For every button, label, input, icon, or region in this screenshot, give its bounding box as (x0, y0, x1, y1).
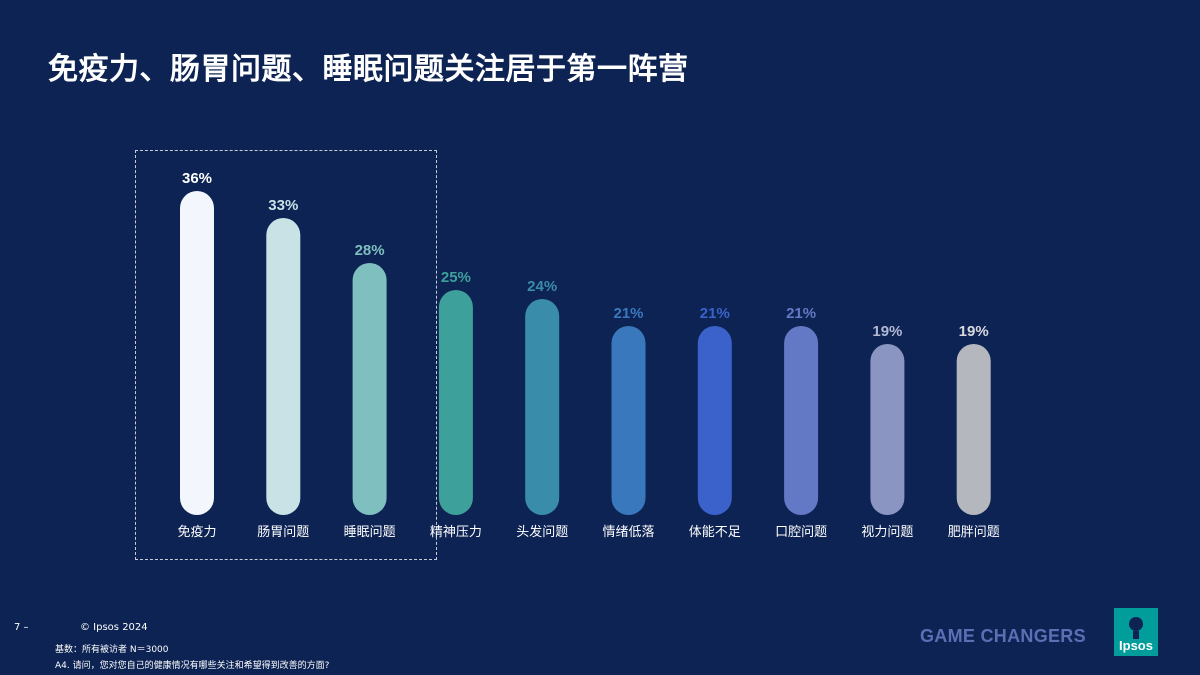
bar-0 (180, 191, 214, 515)
bar-4 (525, 299, 560, 515)
slide-title: 免疫力、肠胃问题、睡眠问题关注居于第一阵营 (48, 52, 689, 87)
category-label-3: 精神压力 (430, 525, 482, 540)
bar-2 (352, 263, 387, 515)
ipsos-logo-text: Ipsos (1119, 638, 1153, 653)
bar-5 (611, 326, 646, 515)
bar-1 (266, 218, 301, 515)
bar-6 (697, 326, 732, 515)
category-label-1: 肠胃问题 (257, 525, 309, 540)
base-note: 基数：所有被访者 N＝3000 (55, 645, 169, 655)
category-label-6: 体能不足 (689, 525, 741, 540)
category-label-2: 睡眠问题 (344, 525, 396, 540)
value-label-7: 21% (786, 305, 816, 322)
bar-8 (870, 344, 905, 515)
value-label-1: 33% (268, 197, 298, 214)
bar-7 (784, 326, 819, 515)
page-number: 7 – (14, 622, 29, 633)
value-label-5: 21% (613, 305, 643, 322)
value-label-4: 24% (527, 278, 557, 295)
top-tier-highlight-box (135, 150, 437, 560)
game-changers-tagline: GAME CHANGERS (920, 626, 1086, 646)
category-label-7: 口腔问题 (775, 525, 827, 540)
bar-9 (956, 344, 991, 515)
question-note: A4. 请问，您对您自己的健康情况有哪些关注和希望得到改善的方面? (55, 661, 330, 671)
category-label-4: 头发问题 (516, 524, 568, 540)
copyright-text: © Ipsos 2024 (80, 622, 148, 633)
bar-3 (438, 290, 473, 515)
category-label-0: 免疫力 (177, 524, 216, 540)
value-label-8: 19% (872, 323, 902, 340)
value-label-6: 21% (700, 305, 730, 322)
ipsos-logo: Ipsos (1110, 606, 1162, 658)
ipsos-logo-shape (1114, 608, 1158, 656)
category-label-8: 视力问题 (861, 525, 913, 540)
value-label-3: 25% (441, 269, 471, 286)
value-label-0: 36% (182, 170, 212, 187)
value-label-2: 28% (355, 242, 385, 259)
category-label-9: 肥胖问题 (948, 525, 1000, 540)
category-label-5: 情绪低落 (602, 525, 654, 540)
value-label-9: 19% (959, 323, 989, 340)
